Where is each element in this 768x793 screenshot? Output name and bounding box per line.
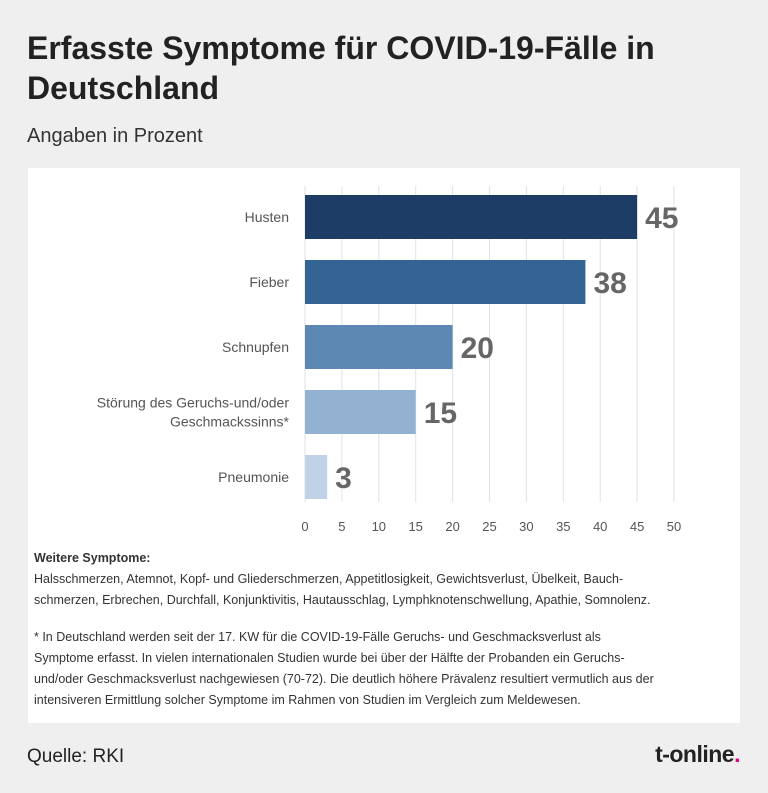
x-tick-label: 0 [301, 519, 308, 534]
x-tick-label: 5 [338, 519, 345, 534]
footnote-line: und/oder Geschmacksverlust nachgewiesen … [34, 672, 654, 686]
category-label: Pneumonie [218, 469, 289, 485]
value-label: 15 [424, 397, 457, 430]
value-label: 45 [645, 202, 678, 235]
source-label: Quelle: RKI [27, 746, 125, 767]
category-label: Störung des Geruchs-und/oder Geschmackssi… [97, 395, 290, 430]
footnote-line: intensiveren Ermittlung solcher Symptome… [34, 693, 581, 707]
bar [305, 455, 328, 499]
bar [305, 325, 453, 369]
notes-symptoms-line: schmerzen, Erbrechen, Durchfall, Konjunk… [34, 593, 651, 607]
x-tick-label: 15 [408, 519, 422, 534]
x-tick-label: 35 [556, 519, 570, 534]
bar [305, 195, 638, 239]
category-label-line: Pneumonie [218, 469, 289, 485]
category-label-line: Schnupfen [222, 339, 289, 355]
category-label-line: Störung des Geruchs-und/oder [97, 395, 290, 411]
x-tick-label: 30 [519, 519, 533, 534]
value-label: 38 [593, 267, 626, 300]
chart-panel: Husten 45 Fieber 38 Schnupfen 20 Störung des G… [28, 168, 740, 723]
bar [305, 390, 416, 434]
category-label: Husten [245, 209, 289, 225]
chart-title: Erfasste Symptome für COVID-19-Fälle in … [27, 30, 655, 106]
category-label-line: Fieber [249, 274, 289, 290]
category-label: Fieber [249, 274, 289, 290]
category-label: Schnupfen [222, 339, 289, 355]
brand-logo: t-online. [655, 741, 740, 768]
x-tick-label: 40 [593, 519, 607, 534]
notes-heading: Weitere Symptome: [34, 551, 151, 565]
brand-name: t-online [655, 741, 735, 767]
x-tick-label: 50 [667, 519, 681, 534]
x-tick-label: 45 [630, 519, 644, 534]
bar-chart: Husten 45 Fieber 38 Schnupfen 20 Störung des G… [97, 186, 681, 534]
chart-subtitle: Angaben in Prozent [27, 125, 203, 147]
footnote-line: * In Deutschland werden seit der 17. KW … [34, 630, 601, 644]
x-tick-label: 25 [482, 519, 496, 534]
footnote-line: Symptome erfasst. In vielen internationa… [34, 651, 625, 665]
value-label: 20 [461, 332, 494, 365]
value-label: 3 [335, 462, 352, 495]
notes-symptoms-line: Halsschmerzen, Atemnot, Kopf- und Gliede… [34, 572, 624, 586]
x-tick-label: 10 [372, 519, 386, 534]
bar [305, 260, 586, 304]
category-label-line: Husten [245, 209, 289, 225]
brand-dot: . [734, 741, 740, 767]
category-label-line: Geschmackssinns* [170, 414, 290, 430]
notes: Weitere Symptome: Halsschmerzen, Atemnot… [34, 548, 724, 711]
x-tick-label: 20 [445, 519, 459, 534]
